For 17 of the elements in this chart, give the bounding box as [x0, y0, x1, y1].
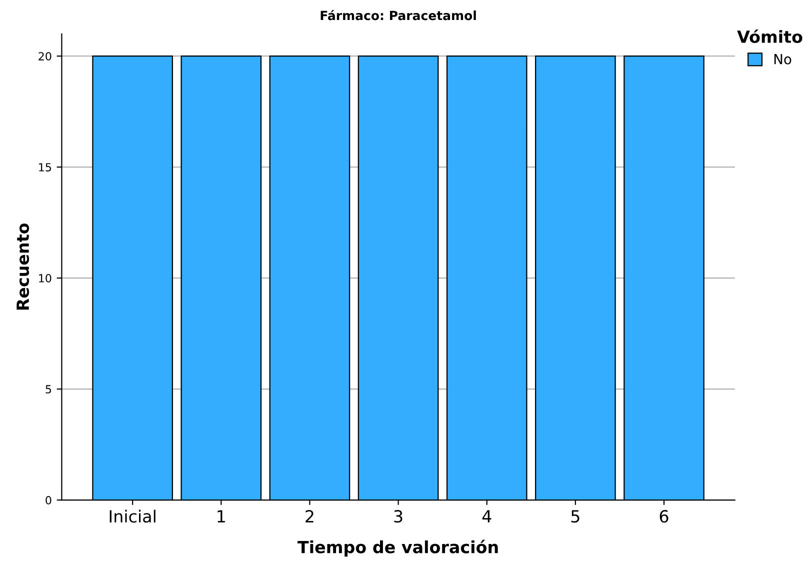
y-tick-label: 0 — [46, 496, 52, 504]
x-tick-label: 6 — [660, 510, 668, 523]
x-tick-label: 2 — [306, 510, 314, 522]
chart-title: Fármaco: Paracetamol — [320, 10, 476, 20]
x-tick-label: 1 — [218, 510, 225, 522]
x-tick-label: 5 — [571, 510, 580, 523]
y-tick-label: 10 — [39, 274, 52, 282]
x-tick-label: 3 — [394, 510, 402, 523]
x-tick-label: 4 — [482, 510, 492, 522]
y-axis-title: Recuento — [16, 223, 30, 310]
x-tick-label: Inicial — [110, 510, 156, 523]
x-axis-title: Tiempo de valoración — [298, 540, 498, 557]
legend-label: No — [774, 54, 792, 64]
y-tick-label: 5 — [46, 385, 52, 394]
legend-title: Vómito — [737, 29, 802, 44]
y-tick-label: 20 — [38, 52, 52, 60]
y-tick-label: 15 — [39, 163, 52, 172]
